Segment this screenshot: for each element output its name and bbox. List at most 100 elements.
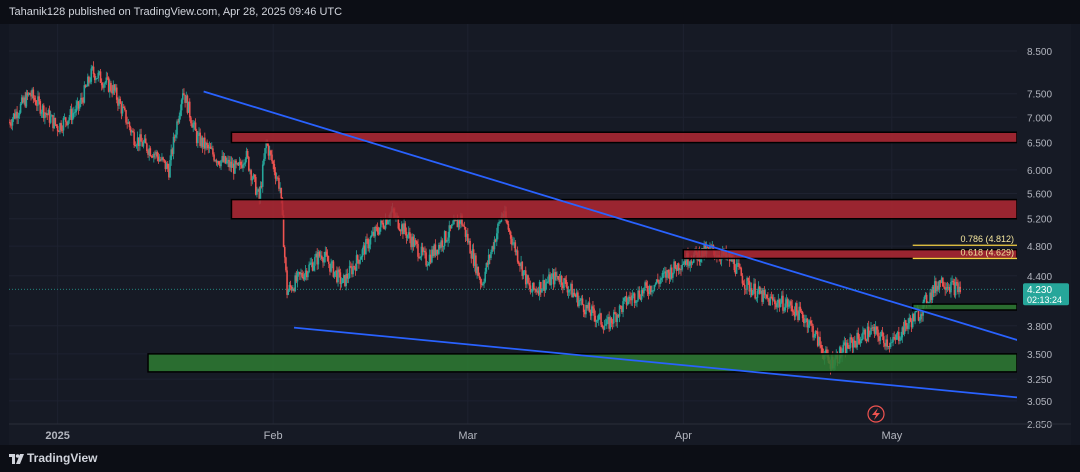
candle-body [90,68,93,82]
candle-body [360,257,363,260]
candle-body [353,266,356,268]
last-price-tag[interactable] [1023,283,1069,306]
candle-body [673,261,675,273]
candle-body [680,269,682,271]
candle-body [18,112,21,116]
candle-body [362,245,365,250]
candle-body [27,92,30,96]
candle-body [285,257,287,271]
candle-body [791,305,794,312]
candle-body [68,117,71,121]
price-chart[interactable]: 0.786 (4.812) 0.618 (4.629) 8.500 7.500 7.0… [9,24,1071,445]
candle-body [425,252,427,266]
candle-body [515,250,518,253]
candle-body [126,122,128,124]
candle-body [665,271,667,278]
support-zone-wide[interactable] [147,353,1018,373]
tradingview-logo-icon[interactable] [9,452,25,466]
candle-body [792,311,795,313]
candle-body [917,310,920,321]
candle-body [368,244,371,249]
candle-body [140,134,142,142]
candle-body [820,344,822,348]
candle-body [546,281,549,283]
lower-trendline[interactable] [293,326,1071,409]
price-axis[interactable]: 8.500 7.500 7.000 6.500 6.000 5.600 5.200 4.800… [9,24,1071,445]
trendlines[interactable] [203,90,1071,409]
candle-body [410,238,412,248]
candle-body [778,299,781,307]
resistance-zone-upper[interactable] [230,131,1018,144]
candle-body [426,265,429,267]
candle-body [80,97,82,104]
candle-body [52,115,54,129]
candle-body [790,301,792,306]
candle-body [493,239,496,250]
candle-body [498,221,500,224]
candle-body [949,287,951,293]
candle-body [858,338,861,344]
candle-body [361,249,364,258]
candle-body [321,255,323,259]
candle-body [617,314,620,317]
time-axis[interactable]: 2025 Feb Mar Apr May [9,423,1071,445]
candle-body [840,347,842,357]
lightning-icon[interactable] [867,405,885,423]
candle-body [455,220,458,221]
candle-body [305,270,308,278]
candle-body [958,286,960,293]
price-tick-label: 3.250 [1027,375,1052,386]
candle-body [454,219,456,221]
chart-area[interactable]: 0.786 (4.812) 0.618 (4.629) 8.500 7.500 7.0… [9,24,1071,445]
candle-body [12,113,15,119]
candle-body [256,190,258,195]
candle-body [645,282,648,286]
candle-body [584,311,586,315]
candle-body [118,98,120,106]
candle-body [260,186,263,187]
candle-body [585,304,587,315]
candle-body [687,253,689,266]
candle-body [217,161,220,165]
candle-body [277,177,279,179]
candle-body [199,132,201,146]
candle-body [294,275,296,292]
candle-body [947,287,950,289]
candle-body [449,225,452,229]
candle-body [192,124,195,128]
candle-body [913,314,915,322]
candle-body [580,298,583,301]
candle-body [465,233,468,237]
candle-body [630,298,632,301]
candle-body [45,112,47,114]
candle-body [55,124,58,126]
candle-body [882,336,885,344]
candle-body [640,290,643,300]
candle-body [765,294,768,299]
support-zone-small[interactable] [911,303,1018,311]
candle-body [92,66,95,74]
candle-body [743,284,746,289]
candle-body [594,315,597,322]
zones[interactable] [147,131,1018,373]
candle-body [769,296,772,306]
candle-body [567,290,570,293]
candle-body [936,285,938,292]
candle-body [507,223,510,230]
candle-body [587,302,590,309]
candle-body [451,224,454,226]
candle-body [216,161,219,163]
candle-body [309,263,312,265]
price-tick-label: 7.000 [1027,113,1052,124]
tradingview-brand[interactable]: TradingView [27,451,98,465]
candle-body [334,270,337,272]
candle-body [650,285,652,293]
candle-body [411,236,413,248]
candle-body [416,241,418,244]
candle-body [166,163,169,169]
candle-body [84,85,87,87]
upper-trendline[interactable] [203,90,1071,376]
candle-body [844,342,847,355]
resistance-zone-mid[interactable] [230,198,1018,220]
fib-levels[interactable]: 0.786 (4.812) 0.618 (4.629) [912,234,1017,260]
